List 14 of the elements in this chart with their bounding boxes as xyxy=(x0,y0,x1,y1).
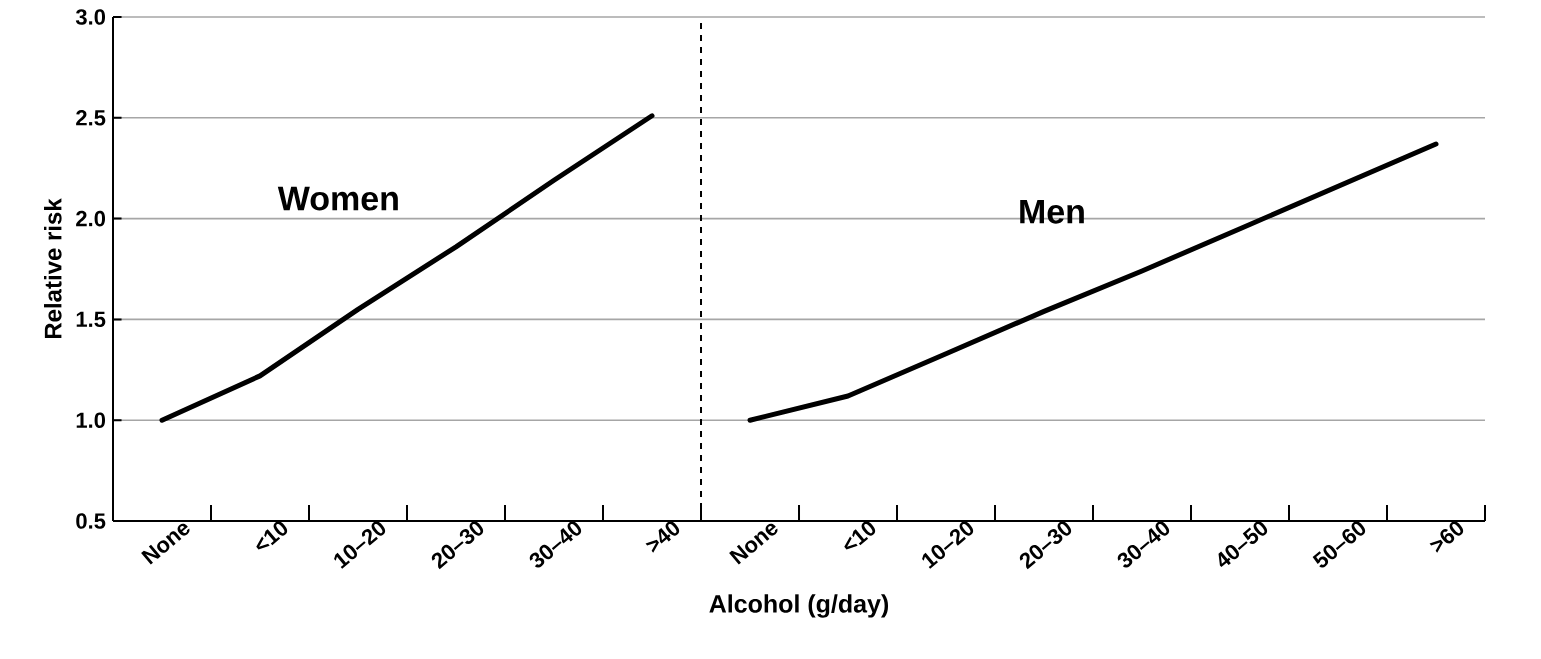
x-tick-label: <10 xyxy=(844,521,876,550)
x-axis-title: Alcohol (g/day) xyxy=(709,594,889,618)
y-tick-label: 0.5 xyxy=(76,513,106,529)
x-tick-label: >40 xyxy=(645,521,680,553)
y-tick-label: 1.5 xyxy=(76,311,106,328)
y-tick-label: 1.0 xyxy=(76,412,106,428)
y-tick-label: 3.0 xyxy=(75,9,106,25)
x-tick-label: <10 xyxy=(256,521,288,550)
y-tick-label: 2.5 xyxy=(76,110,106,126)
x-tick-label: >60 xyxy=(1429,521,1464,553)
series-label: Women xyxy=(277,186,398,211)
y-tick-label: 2.0 xyxy=(76,210,106,227)
y-axis-title: Relative risk xyxy=(44,198,62,339)
series-label: Men xyxy=(1020,199,1084,224)
